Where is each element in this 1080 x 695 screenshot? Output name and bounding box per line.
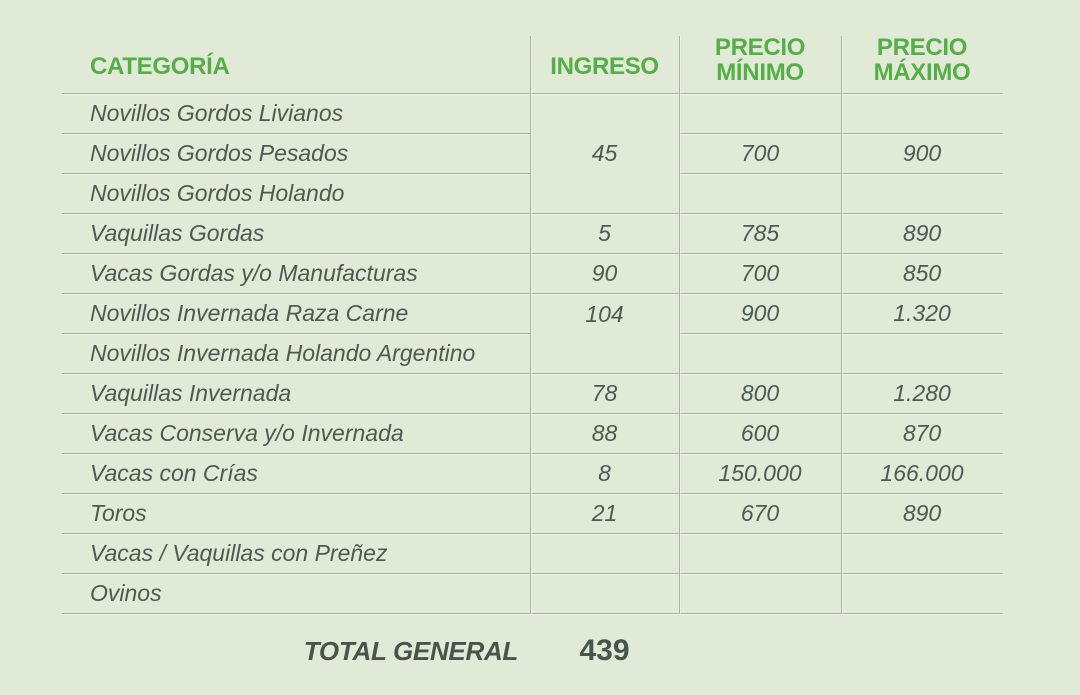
precio-minimo-cell: 700 (679, 254, 841, 294)
ingreso-cell: 78 (530, 374, 679, 414)
category-cell: Vaquillas Invernada (62, 374, 530, 414)
precio-minimo-cell: 785 (679, 214, 841, 254)
ingreso-cell-merged: 104 (530, 294, 679, 374)
precio-minimo-cell (679, 174, 841, 214)
precio-maximo-cell: 850 (841, 254, 1003, 294)
precio-maximo-cell: 166.000 (841, 454, 1003, 494)
column-header-precio-maximo: PRECIO MÁXIMO (841, 0, 1003, 94)
precio-minimo-cell: 800 (679, 374, 841, 414)
ingreso-cell: 21 (530, 494, 679, 534)
precio-maximo-cell (841, 334, 1003, 374)
precio-maximo-cell (841, 94, 1003, 134)
ingreso-cell-merged: 45 (530, 94, 679, 214)
category-cell: Vacas / Vaquillas con Preñez (62, 534, 530, 574)
category-cell: Novillos Gordos Pesados (62, 134, 530, 174)
category-cell: Novillos Gordos Livianos (62, 94, 530, 134)
column-precio-minimo: PRECIO MÍNIMO 700 785 700 900 800 600 15… (679, 0, 841, 614)
precio-minimo-cell (679, 94, 841, 134)
column-header-precio-minimo: PRECIO MÍNIMO (679, 0, 841, 94)
category-cell: Toros (62, 494, 530, 534)
precio-maximo-cell (841, 534, 1003, 574)
column-header-categoria: CATEGORÍA (62, 0, 530, 94)
precio-minimo-cell: 150.000 (679, 454, 841, 494)
precio-minimo-cell (679, 334, 841, 374)
precio-minimo-cell: 700 (679, 134, 841, 174)
column-divider (530, 36, 531, 614)
precio-minimo-cell: 670 (679, 494, 841, 534)
precio-minimo-cell: 900 (679, 294, 841, 334)
ingreso-cell: 5 (530, 214, 679, 254)
column-divider (841, 36, 842, 614)
total-row: TOTAL GENERAL 439 (62, 614, 679, 688)
category-cell: Vacas Conserva y/o Invernada (62, 414, 530, 454)
category-cell: Novillos Invernada Holando Argentino (62, 334, 530, 374)
total-general-value: 439 (579, 634, 630, 667)
precio-minimo-cell: 600 (679, 414, 841, 454)
precio-maximo-cell: 900 (841, 134, 1003, 174)
column-categoria: CATEGORÍA Novillos Gordos Livianos Novil… (62, 0, 530, 614)
category-cell: Ovinos (62, 574, 530, 614)
category-cell: Vaquillas Gordas (62, 214, 530, 254)
precio-maximo-cell: 1.320 (841, 294, 1003, 334)
column-header-ingreso: INGRESO (530, 0, 679, 94)
category-cell: Novillos Invernada Raza Carne (62, 294, 530, 334)
precio-maximo-cell (841, 574, 1003, 614)
precio-maximo-cell: 870 (841, 414, 1003, 454)
total-general-label: TOTAL GENERAL (303, 635, 519, 666)
precio-minimo-cell (679, 534, 841, 574)
ingreso-cell (530, 534, 679, 574)
header-line: MÍNIMO (716, 59, 804, 86)
category-cell: Vacas Gordas y/o Manufacturas (62, 254, 530, 294)
category-cell: Novillos Gordos Holando (62, 174, 530, 214)
precio-maximo-cell: 1.280 (841, 374, 1003, 414)
column-ingreso: INGRESO 45 5 90 104 78 88 8 21 (530, 0, 679, 614)
precio-maximo-cell (841, 174, 1003, 214)
ingreso-cell: 8 (530, 454, 679, 494)
column-precio-maximo: PRECIO MÁXIMO 900 890 850 1.320 1.280 87… (841, 0, 1003, 614)
header-line: PRECIO (876, 34, 968, 61)
precio-maximo-cell: 890 (841, 214, 1003, 254)
ingreso-cell (530, 574, 679, 614)
category-cell: Vacas con Crías (62, 454, 530, 494)
precio-maximo-cell: 890 (841, 494, 1003, 534)
header-line: MÁXIMO (873, 59, 971, 86)
ingreso-cell: 88 (530, 414, 679, 454)
header-line: PRECIO (714, 34, 806, 61)
ingreso-cell: 90 (530, 254, 679, 294)
column-divider (679, 36, 680, 614)
precio-minimo-cell (679, 574, 841, 614)
